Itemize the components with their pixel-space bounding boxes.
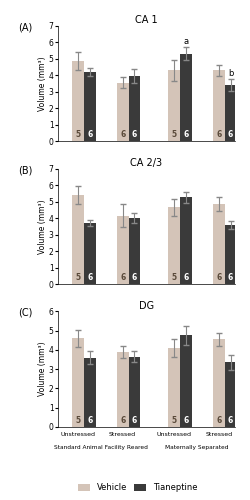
Text: 5: 5 [172, 273, 177, 282]
Text: Maternally Separated: Maternally Separated [165, 446, 228, 450]
Bar [213, 340, 225, 427]
Text: 5: 5 [172, 416, 177, 424]
Bar [84, 72, 96, 141]
Text: a: a [184, 37, 189, 46]
Text: 6: 6 [132, 273, 137, 282]
Bar [180, 336, 192, 427]
Text: Stressed: Stressed [205, 432, 232, 436]
Bar [117, 352, 128, 427]
Text: 6: 6 [216, 273, 221, 282]
Y-axis label: Volume (mm³): Volume (mm³) [38, 342, 47, 396]
Bar [168, 348, 180, 427]
Bar [117, 216, 128, 284]
Text: Standard Animal Facility Reared: Standard Animal Facility Reared [54, 446, 148, 450]
Y-axis label: Volume (mm³): Volume (mm³) [38, 199, 47, 254]
Text: 5: 5 [172, 130, 177, 139]
Text: 6: 6 [88, 416, 93, 424]
Bar [84, 223, 96, 284]
Legend: Vehicle, Tianeptine: Vehicle, Tianeptine [74, 480, 201, 496]
Bar [168, 70, 180, 141]
Bar [117, 82, 128, 141]
Title: DG: DG [139, 300, 154, 310]
Bar [180, 198, 192, 284]
Text: 6: 6 [216, 416, 221, 424]
Text: (B): (B) [18, 165, 33, 175]
Bar [84, 358, 96, 427]
Bar [72, 61, 84, 141]
Text: 6: 6 [184, 130, 189, 139]
Bar [128, 218, 140, 284]
Text: 6: 6 [120, 416, 125, 424]
Bar [180, 54, 192, 141]
Bar [225, 85, 236, 141]
Bar [128, 356, 140, 427]
Text: Stressed: Stressed [109, 432, 136, 436]
Text: Unstressed: Unstressed [61, 432, 96, 436]
Text: 5: 5 [76, 273, 81, 282]
Bar [168, 208, 180, 284]
Text: 6: 6 [228, 130, 233, 139]
Text: (C): (C) [18, 308, 33, 318]
Y-axis label: Volume (mm³): Volume (mm³) [38, 56, 47, 111]
Text: Unstressed: Unstressed [157, 432, 192, 436]
Title: CA 1: CA 1 [135, 15, 158, 25]
Text: 6: 6 [216, 130, 221, 139]
Text: 6: 6 [228, 416, 233, 424]
Text: 6: 6 [184, 416, 189, 424]
Bar [72, 338, 84, 427]
Bar [72, 195, 84, 284]
Text: 5: 5 [76, 130, 81, 139]
Text: 6: 6 [228, 273, 233, 282]
Text: 6: 6 [132, 130, 137, 139]
Text: 6: 6 [88, 130, 93, 139]
Bar [225, 362, 236, 427]
Text: 5: 5 [76, 416, 81, 424]
Bar [225, 224, 236, 284]
Text: 6: 6 [120, 130, 125, 139]
Bar [213, 70, 225, 141]
Text: 6: 6 [184, 273, 189, 282]
Bar [128, 76, 140, 141]
Text: 6: 6 [132, 416, 137, 424]
Text: b: b [228, 69, 233, 78]
Title: CA 2/3: CA 2/3 [130, 158, 162, 168]
Text: 6: 6 [88, 273, 93, 282]
Text: (A): (A) [18, 22, 33, 32]
Bar [213, 204, 225, 284]
Text: 6: 6 [120, 273, 125, 282]
